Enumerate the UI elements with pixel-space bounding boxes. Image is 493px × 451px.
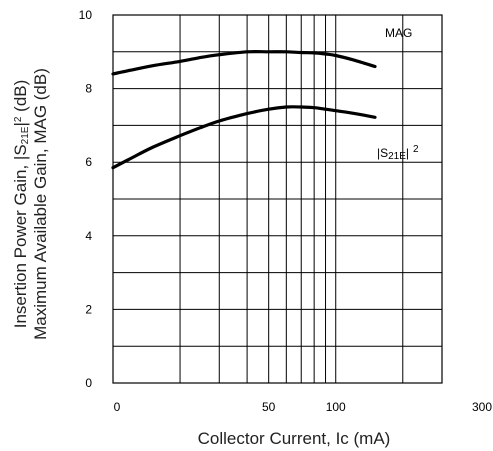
y-tick-label: 0 <box>85 376 92 390</box>
y-tick-labels: 0 2 4 6 8 10 <box>79 8 93 390</box>
y-axis-title-1-main: Insertion Power Gain, |S <box>11 144 30 328</box>
x-tick-labels: 0 50 100 300 <box>114 400 493 414</box>
s21e-label-sup: 2 <box>413 144 419 155</box>
x-tick-label: 50 <box>262 400 276 414</box>
chart-curves <box>111 49 377 170</box>
s21e-label-sub: 21E <box>388 151 406 162</box>
y-axis-title-1-end: (dB) <box>11 80 30 117</box>
x-tick-label: 100 <box>326 400 346 414</box>
y-axis-title-1-sub: 21E <box>20 126 31 144</box>
y-axis-title-1-sup: 2 <box>13 116 24 122</box>
y-tick-label: 4 <box>85 229 92 243</box>
y-axis-title-line-2: Maximum Available Gain, MAG (dB) <box>31 68 50 340</box>
x-axis-title: Collector Current, Ic (mA) <box>198 429 391 448</box>
y-axis-title-1-tail: | <box>11 122 30 126</box>
y-tick-label: 2 <box>85 302 92 316</box>
s21e-label-tail: | <box>406 146 409 160</box>
y-axis-title-line-1: Insertion Power Gain, |S21E|2 (dB) <box>11 80 31 329</box>
s21e-curve <box>111 105 377 170</box>
y-tick-label: 6 <box>85 155 92 169</box>
x-tick-label: 300 <box>472 400 492 414</box>
y-tick-label: 8 <box>85 82 92 96</box>
plot-frame <box>112 14 443 384</box>
s21e-curve-label: |S21E| 2 <box>377 144 419 162</box>
x-tick-label: 0 <box>114 400 121 414</box>
chart-grid <box>113 15 442 383</box>
mag-curve-label: MAG <box>385 26 412 40</box>
mag-curve <box>111 49 377 76</box>
y-tick-label: 10 <box>79 8 93 22</box>
s21e-label-main: |S <box>377 146 388 160</box>
